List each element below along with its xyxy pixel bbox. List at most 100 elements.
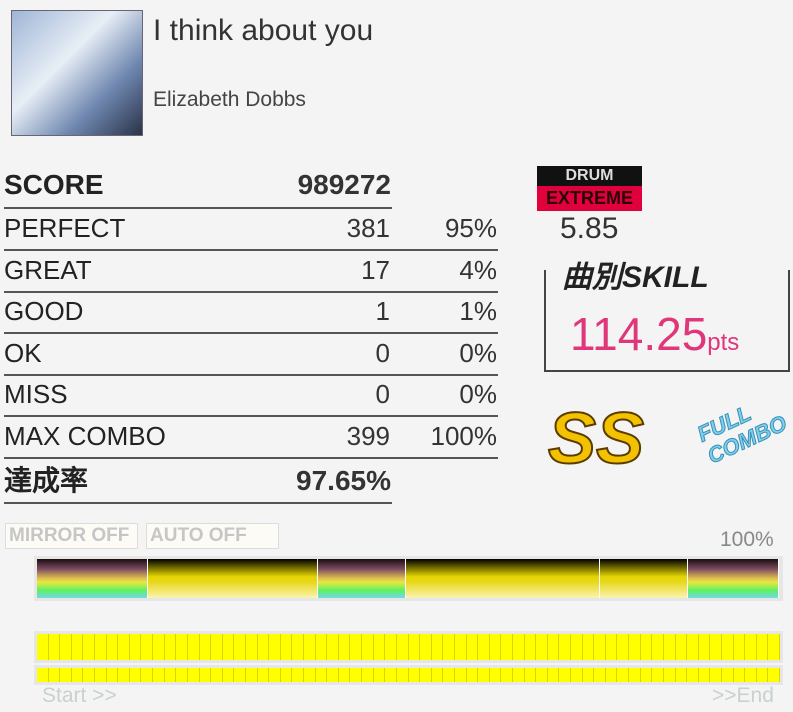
gauge-segment-yellow — [148, 559, 318, 598]
song-title: I think about you — [153, 14, 374, 47]
note-cell — [153, 634, 165, 660]
note-cell — [501, 634, 513, 660]
note-cell — [385, 634, 397, 660]
note-cell — [187, 634, 200, 660]
divider — [4, 207, 392, 209]
note-cell — [454, 634, 467, 660]
note-cell — [489, 634, 502, 660]
note-cell — [431, 634, 444, 660]
note-cell — [756, 634, 769, 660]
note-cell — [768, 668, 780, 682]
note-cell — [745, 634, 757, 660]
note-cell — [489, 668, 502, 682]
note-cell — [408, 634, 421, 660]
note-cell — [141, 634, 154, 660]
mirror-option: MIRROR OFF — [5, 523, 138, 549]
note-cell — [524, 634, 537, 660]
section-gauge — [34, 556, 783, 601]
note-cell — [83, 668, 96, 682]
stat-percent: 95% — [444, 213, 497, 243]
difficulty-part: DRUM — [537, 166, 642, 186]
note-cell — [211, 668, 223, 682]
stat-percent: 100% — [430, 420, 498, 451]
note-cell — [396, 668, 409, 682]
note-cell — [327, 668, 339, 682]
note-cell — [617, 668, 630, 682]
divider — [4, 373, 498, 376]
note-cell — [756, 668, 769, 682]
note-cell — [710, 668, 722, 682]
note-cell — [501, 668, 513, 682]
note-cell — [338, 634, 351, 660]
note-cell — [431, 668, 444, 682]
note-cell — [640, 668, 653, 682]
note-cell — [617, 634, 630, 660]
note-cell — [559, 634, 572, 660]
note-cell — [524, 668, 537, 682]
note-cell — [257, 668, 270, 682]
note-cell — [95, 668, 107, 682]
note-cell — [547, 668, 560, 682]
note-cell — [269, 634, 281, 660]
note-cell — [443, 634, 455, 660]
note-cell — [675, 634, 688, 660]
note-cell — [234, 634, 246, 660]
note-cell — [164, 668, 177, 682]
note-cell — [304, 668, 316, 682]
stat-count: 399 — [346, 420, 390, 451]
stat-percent: 0% — [459, 337, 497, 368]
note-cell — [164, 634, 177, 660]
score-label: SCORE — [4, 169, 104, 200]
note-cell — [652, 668, 664, 682]
note-cell — [629, 634, 641, 660]
note-cell — [106, 634, 119, 660]
note-cell — [605, 668, 618, 682]
note-cell — [594, 668, 606, 682]
note-cell — [338, 668, 351, 682]
note-cell — [71, 668, 84, 682]
score-value: 989272 — [297, 169, 391, 200]
note-cell — [559, 668, 572, 682]
note-cell — [222, 634, 235, 660]
note-cell — [60, 668, 72, 682]
note-cell — [153, 668, 165, 682]
note-cell — [373, 634, 386, 660]
note-cell — [721, 668, 734, 682]
note-cell — [466, 634, 479, 660]
skill-unit: pts — [707, 329, 740, 356]
achievement-label: 達成率 — [4, 465, 89, 496]
note-cell — [315, 668, 328, 682]
note-cell — [698, 634, 711, 660]
note-cell — [687, 668, 699, 682]
note-cell — [176, 634, 188, 660]
note-cell — [466, 668, 479, 682]
gauge-segment-rainbow — [688, 559, 779, 598]
note-cell — [536, 634, 548, 660]
note-cell — [512, 668, 525, 682]
skill-number: 114.25 — [570, 308, 708, 360]
note-cell — [710, 634, 722, 660]
achievement-value: 97.65% — [296, 465, 391, 496]
note-cell — [373, 668, 386, 682]
difficulty-badge: DRUM EXTREME — [537, 166, 642, 211]
note-cell — [362, 668, 374, 682]
note-cell — [350, 668, 363, 682]
note-cell — [605, 634, 618, 660]
note-cell — [245, 668, 258, 682]
stat-label: PERFECT — [4, 213, 126, 243]
skill-heading: 曲別SKILL — [556, 252, 715, 296]
note-cell — [315, 634, 328, 660]
note-cell — [629, 668, 641, 682]
stat-label: GOOD — [4, 296, 84, 326]
stat-label: MAX COMBO — [4, 420, 166, 451]
note-cell — [396, 634, 409, 660]
note-bar-lower — [34, 665, 783, 685]
note-cell — [675, 668, 688, 682]
note-cell — [478, 634, 490, 660]
note-cell — [71, 634, 84, 660]
note-cell — [234, 668, 246, 682]
difficulty-name: EXTREME — [537, 186, 642, 211]
note-cell — [199, 634, 212, 660]
note-cell — [733, 668, 746, 682]
note-cell — [536, 668, 548, 682]
